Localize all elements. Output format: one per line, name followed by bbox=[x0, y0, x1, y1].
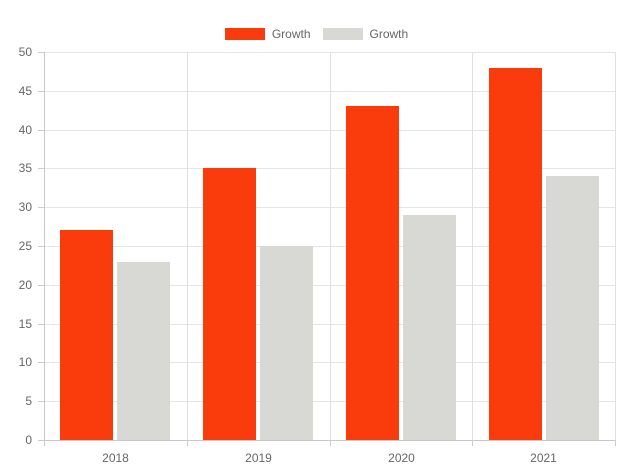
y-tick-label: 10 bbox=[18, 355, 32, 369]
gridline-vertical bbox=[615, 52, 616, 440]
y-axis-tick bbox=[38, 362, 44, 363]
x-axis-line bbox=[38, 440, 615, 441]
y-tick-label: 50 bbox=[18, 45, 32, 59]
y-tick-label: 25 bbox=[18, 239, 32, 253]
bar-2018-series2 bbox=[117, 262, 170, 440]
gridline-vertical bbox=[187, 52, 188, 440]
bar-2019-series2 bbox=[260, 246, 313, 440]
gridline-horizontal bbox=[44, 362, 615, 363]
y-axis-line bbox=[44, 52, 45, 440]
x-axis-tick bbox=[472, 440, 473, 446]
bar-2021-series2 bbox=[546, 176, 599, 440]
legend-swatch bbox=[322, 28, 363, 40]
gridline-horizontal bbox=[44, 324, 615, 325]
y-tick-label: 30 bbox=[18, 200, 32, 214]
legend-swatch bbox=[224, 28, 265, 40]
x-tick-label: 2021 bbox=[530, 451, 557, 465]
y-axis-tick bbox=[38, 246, 44, 247]
gridline-horizontal bbox=[44, 401, 615, 402]
gridline-vertical bbox=[330, 52, 331, 440]
bar-2019-series1 bbox=[203, 168, 256, 440]
bar-2018-series1 bbox=[60, 230, 113, 440]
legend-item[interactable]: Growth bbox=[322, 27, 409, 41]
y-axis-tick bbox=[38, 130, 44, 131]
x-tick-label: 2019 bbox=[245, 451, 272, 465]
legend-label: Growth bbox=[369, 27, 409, 41]
gridline-horizontal bbox=[44, 246, 615, 247]
y-tick-label: 20 bbox=[18, 278, 32, 292]
x-axis-tick bbox=[330, 440, 331, 446]
y-tick-label: 45 bbox=[18, 84, 32, 98]
x-tick-label: 2018 bbox=[102, 451, 129, 465]
y-tick-label: 0 bbox=[25, 433, 32, 447]
y-axis-tick bbox=[38, 324, 44, 325]
legend-label: Growth bbox=[271, 27, 311, 41]
legend: Growth Growth bbox=[0, 28, 633, 40]
y-axis-tick bbox=[38, 401, 44, 402]
y-tick-label: 40 bbox=[18, 123, 32, 137]
gridline-horizontal bbox=[44, 52, 615, 53]
bar-2020-series2 bbox=[403, 215, 456, 440]
y-axis-tick bbox=[38, 168, 44, 169]
y-axis-tick bbox=[38, 207, 44, 208]
gridline-horizontal bbox=[44, 207, 615, 208]
x-axis-tick bbox=[44, 440, 45, 446]
gridline-horizontal bbox=[44, 168, 615, 169]
gridline-horizontal bbox=[44, 285, 615, 286]
y-axis-tick bbox=[38, 440, 44, 441]
y-axis-tick bbox=[38, 91, 44, 92]
y-axis-tick bbox=[38, 285, 44, 286]
bar-2020-series1 bbox=[346, 106, 399, 440]
gridline-horizontal bbox=[44, 130, 615, 131]
legend-item[interactable]: Growth bbox=[224, 27, 311, 41]
x-axis-tick bbox=[187, 440, 188, 446]
x-axis-tick bbox=[615, 440, 616, 446]
gridline-horizontal bbox=[44, 91, 615, 92]
y-tick-label: 15 bbox=[18, 317, 32, 331]
gridline-vertical bbox=[472, 52, 473, 440]
y-axis-tick bbox=[38, 52, 44, 53]
x-tick-label: 2020 bbox=[388, 451, 415, 465]
y-tick-label: 5 bbox=[25, 394, 32, 408]
y-tick-label: 35 bbox=[18, 161, 32, 175]
bar-2021-series1 bbox=[489, 68, 542, 440]
